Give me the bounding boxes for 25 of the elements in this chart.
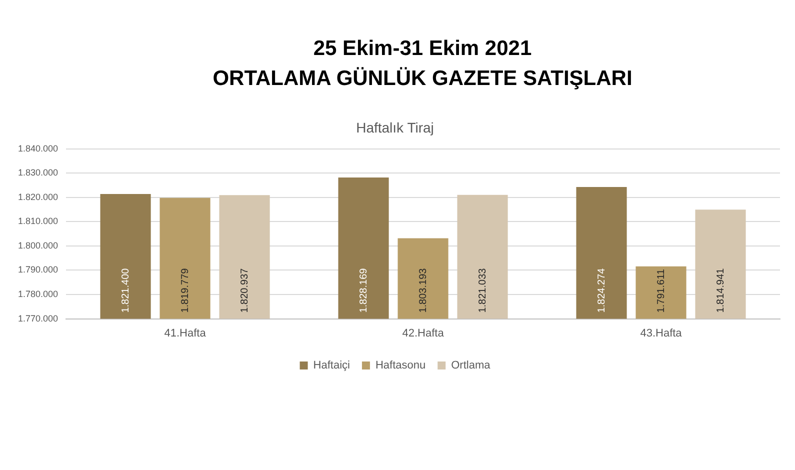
legend-label: Haftaiçi xyxy=(313,360,350,372)
y-tick-label: 1.810.000 xyxy=(18,216,58,226)
y-tick-label: 1.790.000 xyxy=(18,264,58,275)
data-label: 1.821.033 xyxy=(477,268,488,313)
y-tick-label: 1.830.000 xyxy=(18,168,58,178)
y-tick-label: 1.770.000 xyxy=(18,313,58,324)
y-tick-label: 1.820.000 xyxy=(18,192,58,202)
data-label: 1.791.611 xyxy=(656,268,667,313)
data-label: 1.803.193 xyxy=(418,268,429,313)
data-label: 1.814.941 xyxy=(715,268,726,313)
chart-title: 25 Ekim-31 Ekim 2021 ORTALAMA GÜNLÜK GAZETE SATIŞLARI xyxy=(212,36,634,92)
x-tick-label: 41.Hafta xyxy=(164,327,207,340)
data-label: 1.824.274 xyxy=(596,268,608,313)
data-label: 1.819.779 xyxy=(180,268,191,313)
chart-subtitle: Haftalık Tiraj xyxy=(356,119,434,136)
legend-label: Haftasonu xyxy=(375,360,426,372)
legend-label: Ortlama xyxy=(451,360,492,372)
x-tick-label: 43.Hafta xyxy=(640,327,683,340)
data-label: 1.820.937 xyxy=(239,268,250,313)
data-label: 1.821.400 xyxy=(120,268,132,313)
x-tick-label: 42.Hafta xyxy=(402,327,445,340)
y-tick-label: 1.840.000 xyxy=(18,143,58,154)
y-tick-label: 1.780.000 xyxy=(18,289,58,299)
data-label: 1.828.169 xyxy=(358,268,370,313)
y-tick-label: 1.800.000 xyxy=(18,240,58,250)
